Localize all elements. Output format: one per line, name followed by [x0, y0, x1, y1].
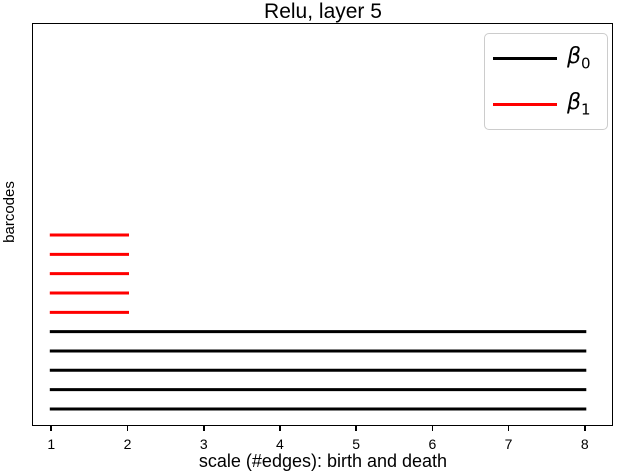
x-tick-label: 2	[123, 436, 132, 452]
x-tick-mark	[431, 426, 434, 431]
y-axis-label: barcodes	[1, 181, 18, 243]
plot-area: β0 β1	[32, 23, 613, 426]
barcode-canvas	[49, 233, 587, 411]
x-tick-mark	[279, 426, 281, 431]
x-tick-label: 3	[199, 436, 208, 452]
x-tick-mark	[507, 426, 510, 431]
legend-line-sample	[493, 102, 557, 106]
x-tick-label: 4	[276, 436, 284, 452]
x-tick-label: 6	[428, 436, 437, 452]
legend-label: β1	[567, 89, 591, 118]
legend: β0 β1	[484, 33, 608, 130]
x-tick-mark	[584, 426, 586, 431]
x-axis-label: scale (#edges): birth and death	[198, 451, 448, 471]
x-tick-label: 7	[504, 436, 513, 452]
chart-title: Relu, layer 5	[264, 0, 382, 23]
x-tick-label: 8	[580, 436, 589, 452]
x-tick-mark	[50, 426, 53, 431]
legend-label: β0	[567, 44, 591, 73]
x-tick-label: 1	[47, 436, 56, 452]
legend-line-sample	[493, 57, 557, 61]
legend-entry: β1	[485, 82, 607, 128]
legend-entry: β0	[485, 36, 607, 82]
x-tick-mark	[126, 426, 129, 431]
x-tick-label: 5	[352, 436, 361, 452]
x-tick-mark	[355, 426, 357, 431]
x-tick-mark	[202, 426, 205, 431]
